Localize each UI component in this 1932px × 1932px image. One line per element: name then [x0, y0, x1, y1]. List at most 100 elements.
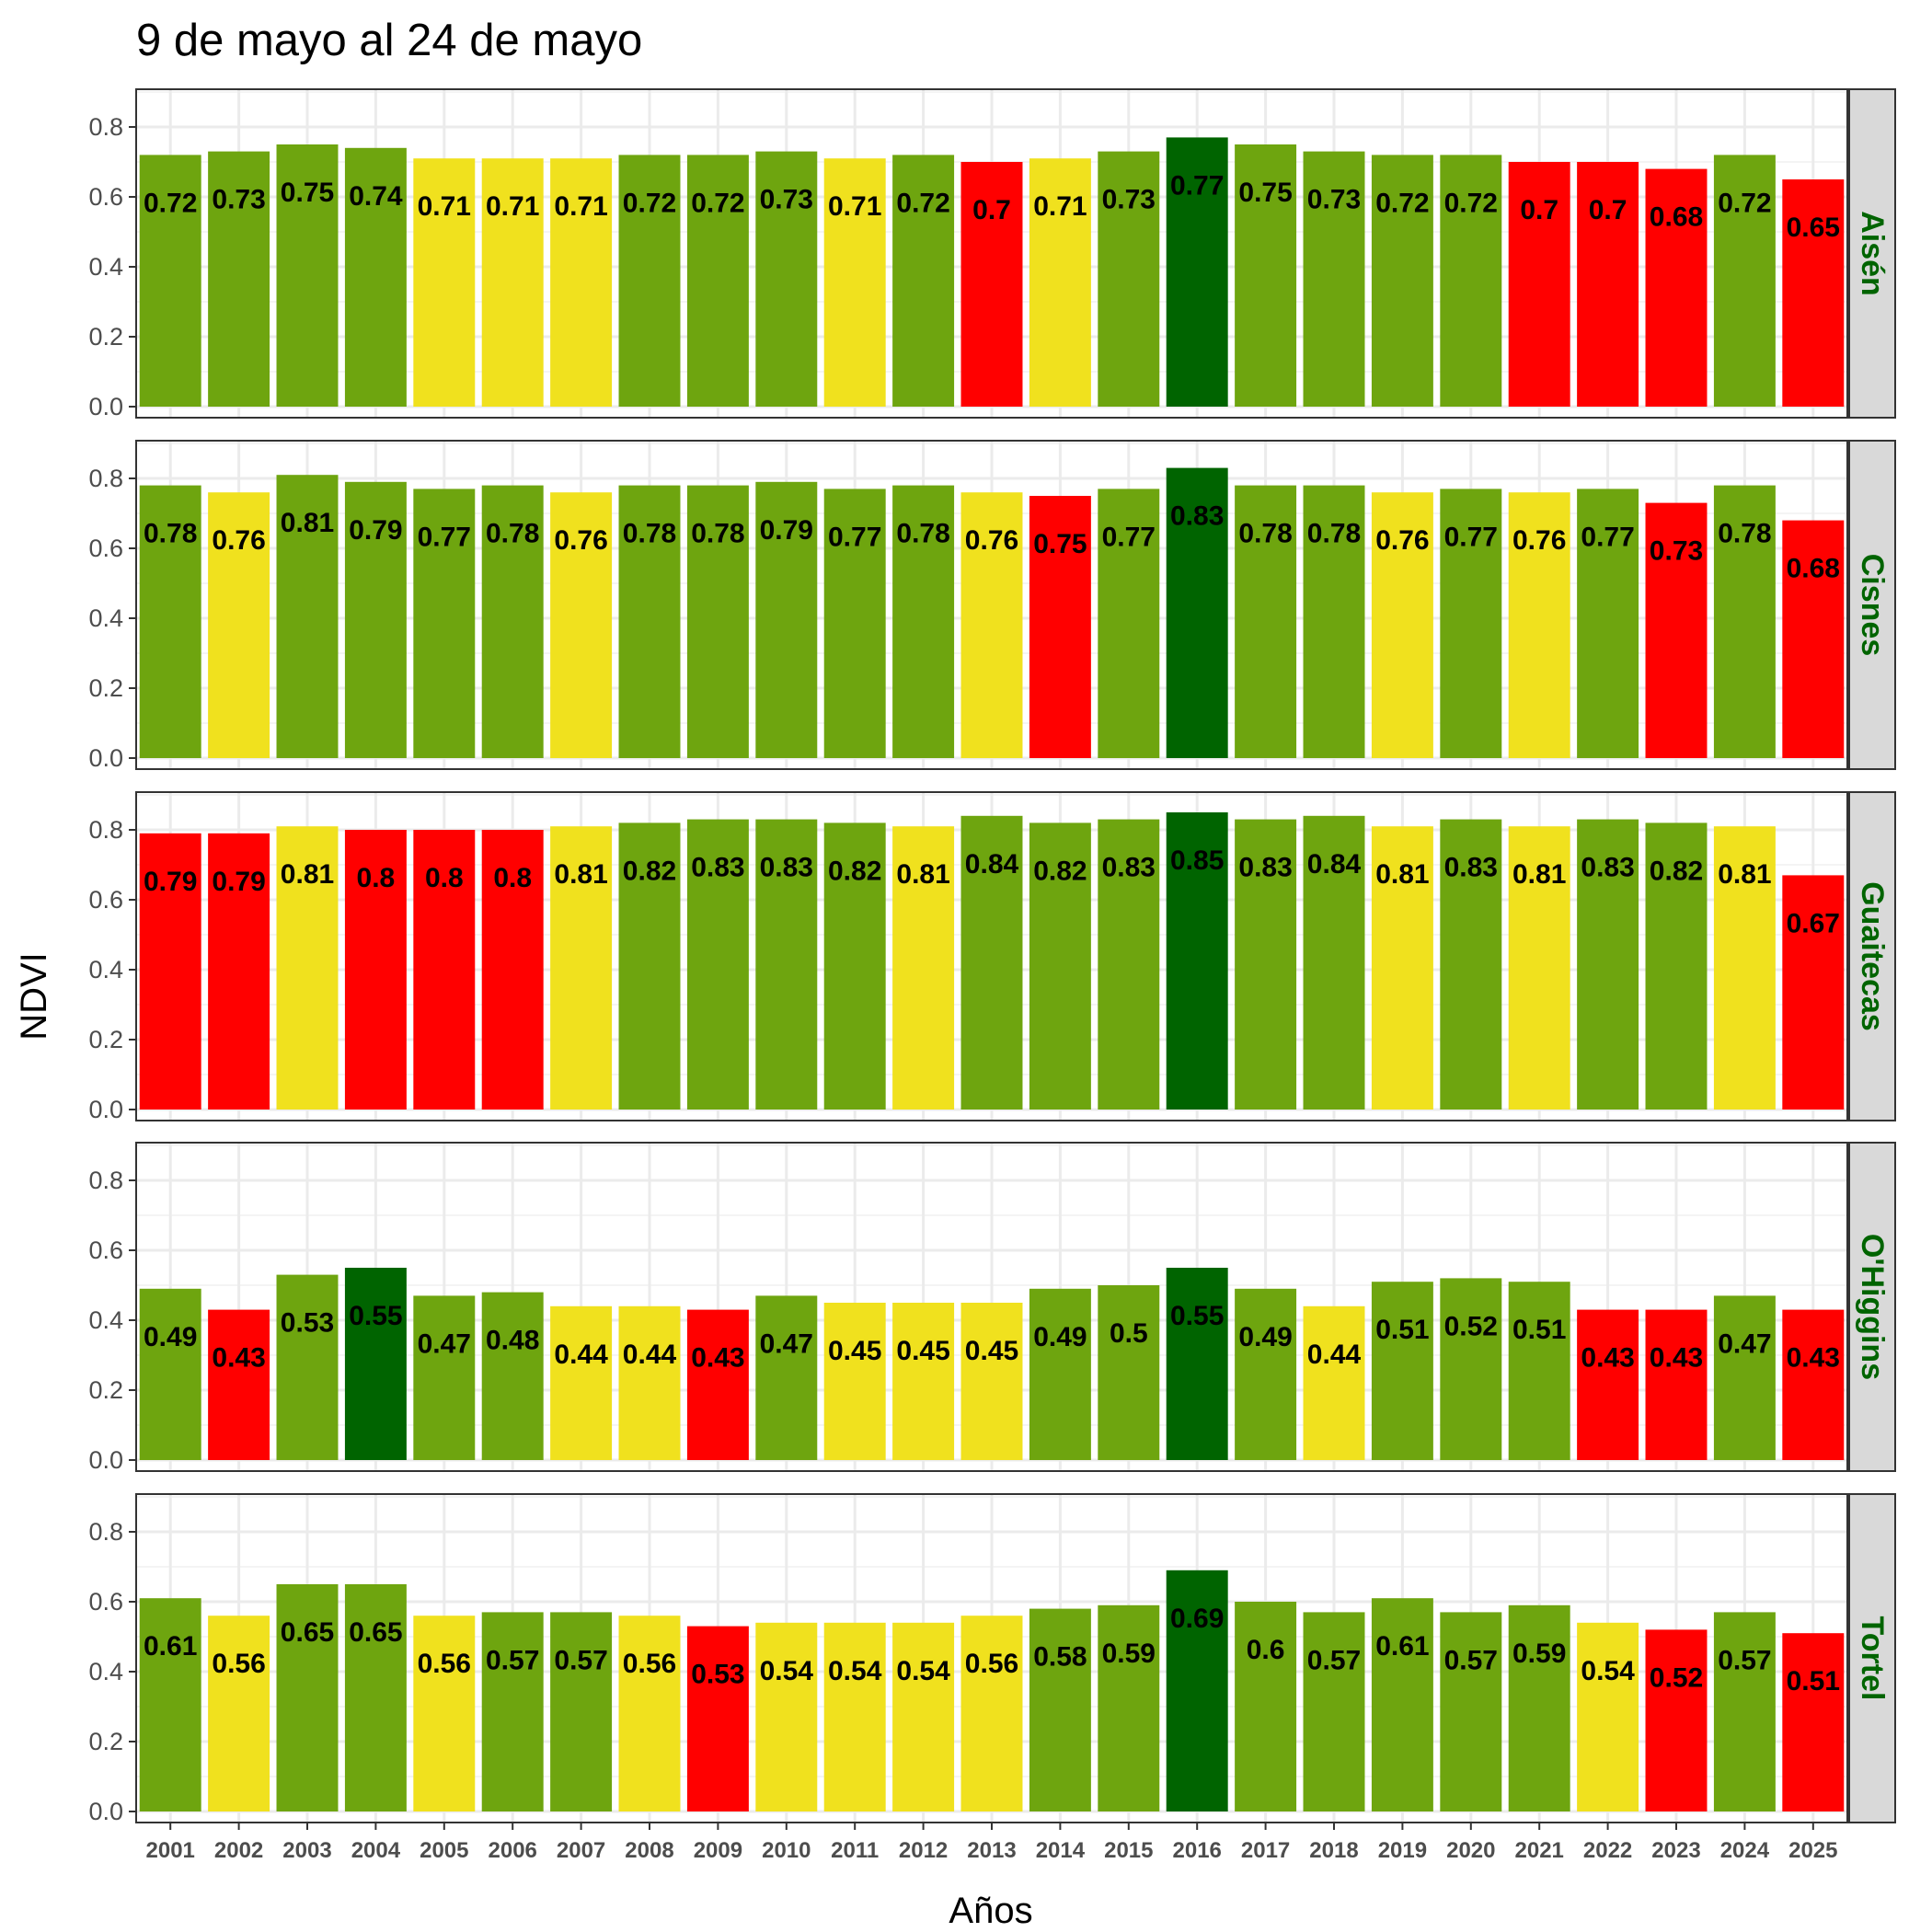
bar-value-label: 0.48	[486, 1326, 539, 1356]
bar-value-label: 0.83	[1581, 853, 1634, 883]
bar-value-label: 0.78	[691, 519, 744, 549]
bar-value-label: 0.77	[1581, 522, 1634, 552]
y-tick-label: 0.6	[88, 183, 123, 211]
bar-value-label: 0.72	[1718, 188, 1771, 218]
x-tick-label: 2012	[899, 1838, 948, 1863]
bar	[960, 1616, 1023, 1811]
x-tick-label: 2002	[214, 1838, 263, 1863]
bar-value-label: 0.65	[281, 1617, 334, 1648]
bar-value-label: 0.51	[1787, 1666, 1840, 1696]
bar	[413, 158, 476, 407]
bar	[413, 830, 476, 1110]
bar	[1782, 1309, 1845, 1460]
bar-value-label: 0.79	[760, 515, 813, 546]
bar-value-label: 0.75	[1238, 178, 1292, 208]
bar	[1713, 155, 1776, 407]
facet-panel: 0.0 0.2 0.4 0.6 0.8 0.72 0.73 0.75 0.74 0.71 0.71 0…	[88, 88, 1896, 420]
x-tick-label: 2003	[282, 1838, 331, 1863]
facet-strip	[1848, 440, 1896, 770]
bar-value-label: 0.72	[896, 188, 949, 218]
y-tick-label: 0.2	[88, 1376, 123, 1404]
y-tick-label: 0.2	[88, 323, 123, 351]
facet-strip-label: Guaitecas	[1855, 881, 1890, 1031]
bar	[892, 1622, 955, 1811]
facet-panels: 0.0 0.2 0.4 0.6 0.8 0.72 0.73 0.75 0.74 0.71 0.71 0…	[88, 88, 1896, 1863]
bar	[1098, 1604, 1160, 1811]
bar	[618, 485, 681, 758]
x-tick-label: 2013	[967, 1838, 1016, 1863]
bar-value-label: 0.67	[1787, 908, 1840, 938]
bar-value-label: 0.76	[554, 525, 607, 556]
y-tick-label: 0.6	[88, 1236, 123, 1264]
bar	[276, 826, 339, 1110]
bar-value-label: 0.65	[1787, 213, 1840, 243]
bar-value-label: 0.71	[828, 191, 881, 222]
bar-value-label: 0.43	[1581, 1343, 1634, 1374]
bar-value-label: 0.78	[623, 519, 676, 549]
x-tick-label: 2005	[420, 1838, 468, 1863]
chart-title: 9 de mayo al 24 de mayo	[136, 16, 642, 65]
x-tick-label: 2024	[1720, 1838, 1770, 1863]
bar	[1303, 815, 1365, 1110]
bar	[1577, 1622, 1639, 1811]
bar-value-label: 0.7	[972, 195, 1011, 225]
bar-value-label: 0.43	[1787, 1343, 1840, 1374]
panel-border	[135, 88, 1848, 419]
bar-value-label: 0.58	[1033, 1642, 1087, 1673]
bar	[1303, 485, 1365, 758]
x-tick-label: 2018	[1309, 1838, 1358, 1863]
bar	[139, 155, 201, 407]
bar	[618, 822, 681, 1110]
bar-value-label: 0.73	[760, 185, 813, 215]
bar	[1235, 485, 1297, 758]
bar-value-label: 0.78	[1307, 519, 1361, 549]
bar	[1371, 492, 1433, 758]
bar	[1508, 1282, 1570, 1460]
bar	[208, 1309, 270, 1460]
bar	[686, 1626, 749, 1811]
bar-value-label: 0.54	[1581, 1656, 1635, 1686]
bar	[481, 1292, 544, 1460]
bar-value-label: 0.78	[486, 519, 539, 549]
bar-value-label: 0.59	[1102, 1639, 1156, 1669]
bar	[1303, 1305, 1365, 1460]
facet-strip	[1848, 1142, 1896, 1472]
bar	[413, 1295, 476, 1460]
bar	[755, 819, 818, 1110]
bar	[1029, 822, 1091, 1110]
bar-value-label: 0.72	[623, 188, 676, 218]
facet-panel: 0.0 0.2 0.4 0.6 0.8 0.61 0.56 0.65 0.65 0.56 0.57 0…	[88, 1493, 1896, 1863]
bar-value-label: 0.43	[691, 1343, 744, 1374]
bar	[960, 162, 1023, 407]
bar	[208, 151, 270, 407]
bar-value-label: 0.69	[1170, 1604, 1224, 1634]
bar	[1713, 826, 1776, 1110]
bar	[686, 155, 749, 407]
bar	[139, 485, 201, 758]
y-tick-label: 0.4	[88, 956, 123, 983]
bar-value-label: 0.7	[1589, 195, 1627, 225]
bar	[1166, 1268, 1228, 1460]
bar	[1303, 1612, 1365, 1811]
bar	[1440, 155, 1502, 407]
bar-value-label: 0.74	[349, 181, 403, 212]
bar-value-label: 0.73	[1307, 185, 1361, 215]
bar-value-label: 0.68	[1650, 202, 1703, 233]
bar	[1782, 875, 1845, 1110]
bar	[1029, 158, 1091, 407]
y-tick-label: 0.6	[88, 886, 123, 914]
x-tick-label: 2020	[1446, 1838, 1495, 1863]
bar	[1782, 1633, 1845, 1811]
bar	[276, 144, 339, 407]
bar	[1098, 489, 1160, 758]
bar-value-label: 0.76	[1375, 525, 1429, 556]
bar-value-label: 0.76	[1512, 525, 1566, 556]
bar	[1440, 819, 1502, 1110]
y-tick-label: 0.8	[88, 465, 123, 492]
bar-value-label: 0.49	[1033, 1322, 1087, 1352]
bar-value-label: 0.52	[1650, 1662, 1703, 1693]
bar-value-label: 0.78	[1718, 519, 1771, 549]
bar	[892, 1303, 955, 1460]
y-tick-label: 0.2	[88, 674, 123, 702]
bar-value-label: 0.59	[1512, 1639, 1566, 1669]
